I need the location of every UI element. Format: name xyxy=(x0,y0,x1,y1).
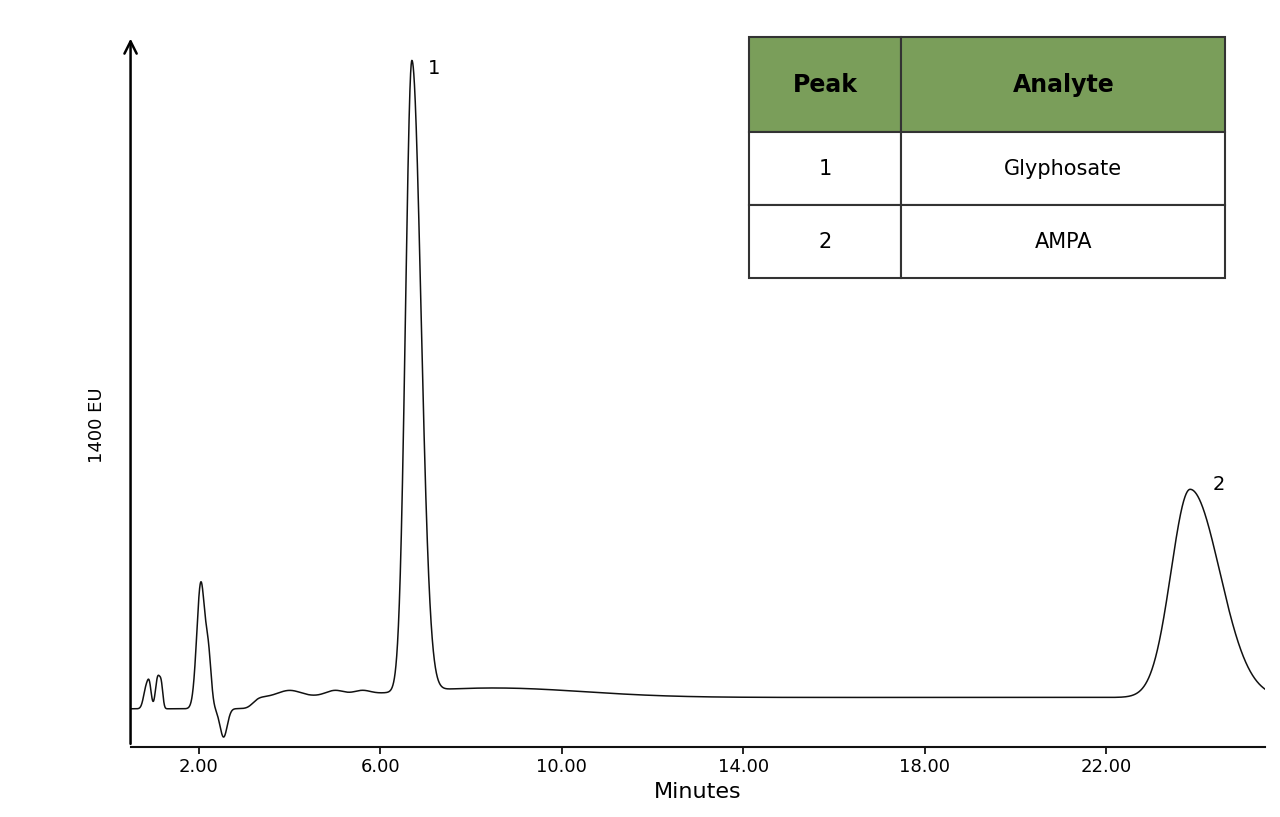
Bar xyxy=(749,132,901,205)
Text: 2: 2 xyxy=(818,232,832,252)
Bar xyxy=(749,37,901,132)
Bar xyxy=(901,205,1225,279)
Bar xyxy=(901,37,1225,132)
Text: AMPA: AMPA xyxy=(1034,232,1092,252)
Text: Glyphosate: Glyphosate xyxy=(1005,158,1123,179)
Bar xyxy=(901,132,1225,205)
X-axis label: Minutes: Minutes xyxy=(654,782,741,802)
Text: 2: 2 xyxy=(1213,475,1225,494)
Text: Peak: Peak xyxy=(792,73,858,96)
Bar xyxy=(749,205,901,279)
Text: Analyte: Analyte xyxy=(1012,73,1114,96)
Text: 1: 1 xyxy=(818,158,832,179)
Text: 1: 1 xyxy=(428,59,440,78)
Text: 1400 EU: 1400 EU xyxy=(87,387,105,462)
